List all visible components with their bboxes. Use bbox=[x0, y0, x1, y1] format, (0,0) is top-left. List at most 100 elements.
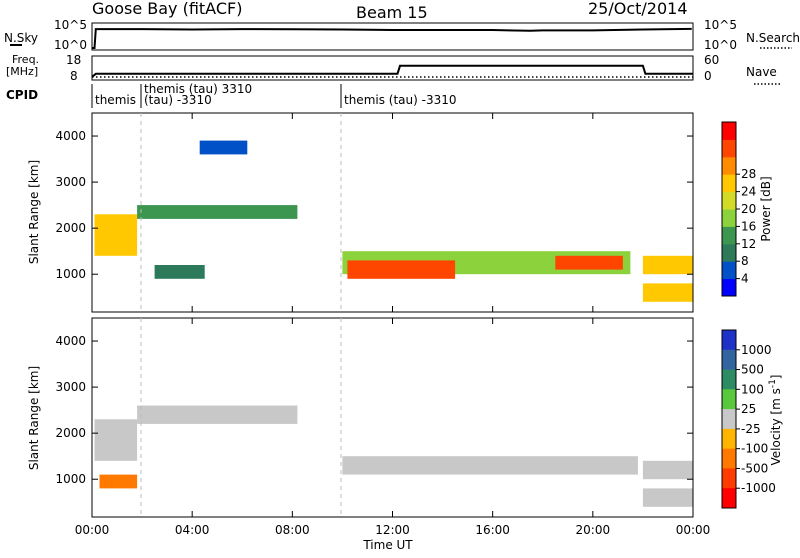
data-region bbox=[555, 255, 623, 270]
velocity-colorbar-block bbox=[722, 349, 736, 371]
power-colorbar-tick-label: 4 bbox=[741, 272, 749, 286]
velocity-colorbar: 1000 500 100 25 -25 -100 -500 -1000 Velocity [m… bbox=[721, 329, 783, 509]
data-region bbox=[94, 214, 138, 256]
noise-right-tick-bottom: 10^0 bbox=[704, 38, 737, 52]
velocity-colorbar-block bbox=[722, 389, 736, 410]
freq-label-line2: [MHz] bbox=[6, 65, 38, 78]
x-tick-label: 20:00 bbox=[576, 523, 611, 537]
x-tick-label: 16:00 bbox=[475, 523, 510, 537]
power-colorbar-tick-label: 8 bbox=[741, 254, 749, 268]
power-colorbar-tick-label: 24 bbox=[741, 185, 756, 199]
data-region bbox=[94, 419, 138, 461]
data-region bbox=[347, 260, 456, 279]
velocity-colorbar-tick-label: -1000 bbox=[741, 481, 776, 495]
data-region bbox=[642, 488, 693, 507]
x-tick-label: 00:00 bbox=[676, 523, 711, 537]
data-region bbox=[137, 205, 298, 219]
power-colorbar-block bbox=[722, 156, 736, 175]
power-colorbar-tick-label: 12 bbox=[741, 237, 756, 251]
velocity-colorbar-tick-label: -100 bbox=[741, 442, 768, 456]
power-colorbar-label: Power [dB] bbox=[759, 176, 773, 241]
nave-right-tick-top: 60 bbox=[704, 53, 719, 67]
data-region bbox=[137, 405, 298, 424]
power-colorbar-block bbox=[722, 261, 736, 280]
velocity-colorbar-block bbox=[722, 468, 736, 489]
velocity-ylabel: Slant Range [km] bbox=[27, 366, 41, 470]
date-title: 25/Oct/2014 bbox=[588, 0, 688, 18]
cpid-segment-3: themis (tau) -3310 bbox=[344, 93, 457, 107]
data-region bbox=[642, 255, 693, 275]
y-tick-label: 3000 bbox=[55, 380, 86, 394]
velocity-data-cells bbox=[94, 405, 693, 507]
velocity-colorbar-block bbox=[722, 488, 736, 509]
cpid-segment-1: themis (tau) 3310 bbox=[144, 82, 252, 96]
cpid-label: CPID bbox=[6, 88, 38, 102]
x-tick-label: 04:00 bbox=[175, 523, 210, 537]
freq-left-tick-top: 18 bbox=[66, 53, 81, 67]
nsky-series-line bbox=[92, 27, 692, 49]
power-yticks: 1000 2000 3000 4000 bbox=[55, 129, 693, 281]
cpid-segment-0: themis bbox=[95, 93, 136, 107]
x-tick-label: 12:00 bbox=[375, 523, 410, 537]
power-colorbar: 4 8 12 16 20 24 28 Power [dB] bbox=[721, 121, 773, 297]
power-colorbar-tick-label: 16 bbox=[741, 219, 756, 233]
power-colorbar-block bbox=[722, 278, 736, 297]
y-tick-label: 1000 bbox=[55, 472, 86, 486]
y-tick-label: 2000 bbox=[55, 221, 86, 235]
velocity-colorbar-block bbox=[722, 428, 736, 450]
cpid-segment-2: (tau) -3310 bbox=[144, 93, 212, 107]
data-region bbox=[199, 140, 248, 155]
data-region bbox=[154, 265, 205, 279]
noise-panel: N.Sky 10^5 10^0 10^5 10^0 N.Search bbox=[4, 18, 800, 52]
velocity-colorbar-tick-label: -25 bbox=[741, 422, 761, 436]
velocity-colorbar-block bbox=[722, 369, 736, 390]
noise-left-tick-top: 10^5 bbox=[54, 18, 87, 32]
velocity-colorbar-tick-label: 1000 bbox=[741, 343, 772, 357]
beam-title: Beam 15 bbox=[356, 3, 428, 22]
velocity-colorbar-tick-label: 100 bbox=[741, 382, 764, 396]
x-tick-label: 00:00 bbox=[75, 523, 110, 537]
freq-label-line1: Freq. bbox=[12, 53, 39, 66]
freq-panel: Freq. [MHz] 18 8 60 0 Nave bbox=[6, 53, 780, 85]
x-tick-label: 08:00 bbox=[275, 523, 310, 537]
x-axis-ticks: 00:00 04:00 08:00 12:00 16:00 20:00 00:00 bbox=[75, 113, 711, 537]
nsearch-label: N.Search bbox=[746, 31, 800, 45]
noise-left-tick-bottom: 10^0 bbox=[54, 38, 87, 52]
y-tick-label: 1000 bbox=[55, 267, 86, 281]
y-tick-label: 4000 bbox=[55, 129, 86, 143]
data-region bbox=[99, 474, 138, 489]
x-axis-label: Time UT bbox=[362, 538, 413, 552]
nave-right-tick-bottom: 0 bbox=[704, 69, 712, 83]
power-colorbar-block bbox=[722, 139, 736, 158]
data-region bbox=[642, 460, 693, 480]
power-data-cells bbox=[94, 140, 693, 302]
freq-left-tick-bottom: 8 bbox=[70, 69, 78, 83]
freq-series-line bbox=[91, 64, 693, 78]
y-tick-label: 3000 bbox=[55, 175, 86, 189]
power-colorbar-block bbox=[722, 226, 736, 245]
velocity-colorbar-tick-label: 500 bbox=[741, 363, 764, 377]
velocity-colorbar-block bbox=[722, 330, 736, 351]
power-colorbar-tick-label: 28 bbox=[741, 167, 756, 181]
power-colorbar-block bbox=[722, 209, 736, 227]
data-region bbox=[642, 283, 693, 302]
power-panel: 1000 2000 3000 4000 Slant Range [km] bbox=[27, 112, 694, 313]
data-region bbox=[342, 456, 638, 475]
power-colorbar-block bbox=[722, 122, 736, 140]
y-tick-label: 2000 bbox=[55, 426, 86, 440]
power-ylabel: Slant Range [km] bbox=[27, 160, 41, 264]
noise-right-tick-top: 10^5 bbox=[704, 18, 737, 32]
velocity-colorbar-tick-label: 25 bbox=[741, 402, 756, 416]
y-tick-label: 4000 bbox=[55, 334, 86, 348]
velocity-colorbar-block bbox=[722, 448, 736, 469]
velocity-yticks: 1000 2000 3000 4000 bbox=[55, 334, 693, 486]
cpid-panel: CPID themis themis (tau) 3310 (tau) -331… bbox=[6, 82, 457, 108]
power-colorbar-block bbox=[722, 191, 736, 210]
nave-label: Nave bbox=[746, 65, 777, 79]
velocity-colorbar-block bbox=[722, 409, 736, 430]
station-title: Goose Bay (fitACF) bbox=[92, 0, 242, 18]
power-colorbar-block bbox=[722, 243, 736, 262]
velocity-colorbar-label: Velocity [m s-1] bbox=[768, 375, 783, 466]
power-colorbar-tick-label: 20 bbox=[741, 202, 756, 216]
